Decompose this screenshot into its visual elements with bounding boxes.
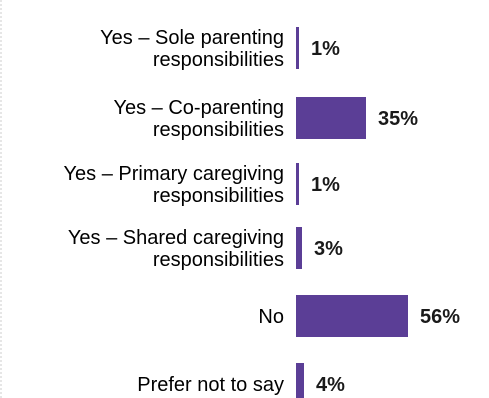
value-label-4: 56%: [420, 306, 460, 328]
bar-1: [296, 97, 366, 139]
bar-5: [296, 363, 304, 398]
category-label-4: No: [258, 306, 284, 328]
category-label-1: Yes – Co-parenting responsibilities: [114, 97, 285, 141]
bar-0: [296, 27, 299, 69]
category-label-0: Yes – Sole parenting responsibilities: [100, 27, 284, 71]
value-label-2: 1%: [311, 174, 340, 196]
category-label-2: Yes – Primary caregiving responsibilities: [64, 163, 284, 207]
category-label-5: Prefer not to say: [137, 374, 284, 396]
value-label-3: 3%: [314, 238, 343, 260]
bar-3: [296, 227, 302, 269]
bar-2: [296, 163, 299, 205]
bar-4: [296, 295, 408, 337]
category-label-3: Yes – Shared caregiving responsibilities: [68, 227, 284, 271]
left-dotted-border: [0, 0, 2, 398]
value-label-5: 4%: [316, 374, 345, 396]
value-label-1: 35%: [378, 108, 418, 130]
value-label-0: 1%: [311, 38, 340, 60]
